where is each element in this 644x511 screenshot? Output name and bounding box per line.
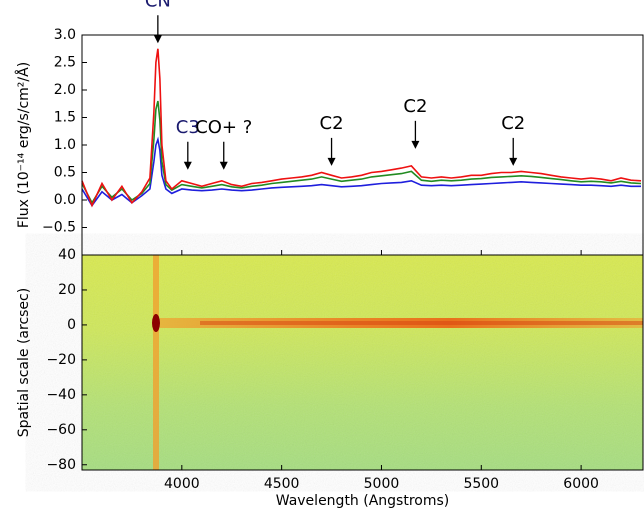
spectrum-image <box>82 255 643 470</box>
y-tick-label: 40 <box>58 247 76 263</box>
image-cn-blob <box>152 314 160 332</box>
y-tick-label: −0.5 <box>42 220 76 236</box>
y-tick-label: 1.0 <box>54 137 76 153</box>
y-tick-label: −80 <box>46 457 76 473</box>
annotation-arrowhead <box>183 161 192 170</box>
annotation-label: C2 <box>501 113 525 134</box>
image-trace-core <box>200 321 643 325</box>
annotation-arrowhead <box>219 161 228 170</box>
spectrum-line <box>81 48 642 208</box>
y-tick-label: 20 <box>58 282 76 298</box>
y-tick-label: 0.5 <box>54 165 76 181</box>
annotation-label: CO+ ? <box>195 117 252 138</box>
y-tick-label: 0 <box>67 317 76 333</box>
x-tick-label: 5000 <box>364 476 400 492</box>
y-axis-label: Flux (10⁻¹⁴ erg/s/cm²/Å) <box>15 62 32 228</box>
annotation-arrowhead <box>327 157 336 166</box>
y-tick-label: 1.5 <box>54 110 76 126</box>
axes-frame <box>81 34 644 256</box>
x-axis-label: Wavelength (Angstroms) <box>276 493 450 509</box>
x-tick-label: 4500 <box>264 476 300 492</box>
axes-frame <box>81 254 644 471</box>
annotation-arrowhead <box>411 140 420 149</box>
x-tick-label: 6000 <box>563 476 599 492</box>
x-tick-label: 4000 <box>164 476 200 492</box>
annotation-label: C3 <box>176 117 200 138</box>
spectrum-line <box>81 100 642 205</box>
y-tick-label: −20 <box>46 352 76 368</box>
annotation-label: C2 <box>403 96 427 117</box>
annotation-arrowhead <box>509 157 518 166</box>
x-tick-label: 5500 <box>463 476 499 492</box>
y-tick-label: −40 <box>46 387 76 403</box>
spectrum-line <box>81 136 641 207</box>
annotation-label: C2 <box>320 113 344 134</box>
y-tick-label: 0.0 <box>54 192 76 208</box>
annotation-arrowhead <box>153 35 162 44</box>
y-tick-label: −60 <box>46 422 76 438</box>
y-tick-label: 2.0 <box>54 82 76 98</box>
y-tick-label: 2.5 <box>54 55 76 71</box>
y-axis-label: Spatial scale (arcsec) <box>16 288 32 437</box>
y-tick-label: 3.0 <box>54 27 76 43</box>
annotation-label: CN <box>145 0 171 11</box>
image-cn-line <box>153 255 159 470</box>
image-noise <box>82 255 643 470</box>
